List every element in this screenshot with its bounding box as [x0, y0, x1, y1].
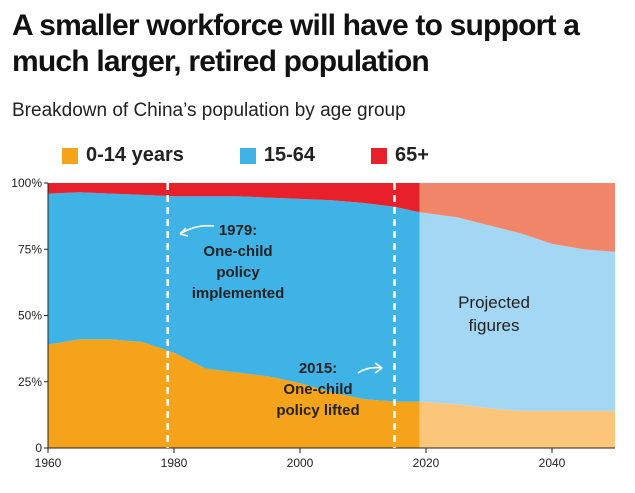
area-65-plus-projected — [419, 183, 615, 252]
legend-label-15-64: 15-64 — [263, 144, 316, 166]
x-tick-label: 1960 — [35, 456, 62, 470]
legend-item-15-64: 15-64 — [239, 144, 316, 167]
legend-label-0-14: 0-14 years — [86, 144, 184, 166]
annotation-1979-line-1: 1979: — [219, 222, 257, 239]
annotation-projected-line-2: figures — [468, 316, 519, 335]
legend-item-0-14: 0-14 years — [62, 144, 184, 167]
chart-title: A smaller workforce will have to support… — [12, 9, 580, 78]
annotation-projected-line-1: Projected — [458, 293, 530, 312]
population-area-chart: 0 25% 50% 75% 100% 1960 1980 2000 2020 2040 1979: O… — [11, 176, 615, 470]
x-tick-label: 1980 — [161, 456, 188, 470]
arrow-1979 — [179, 224, 215, 235]
annotation-2015-line-2: One-child — [283, 381, 352, 398]
y-tick-label: 75% — [18, 242, 42, 256]
legend-item-65-plus: 65+ — [371, 144, 429, 167]
legend-swatch-0-14 — [62, 147, 78, 164]
legend: 0-14 years 15-64 65+ — [62, 144, 485, 167]
chart-subtitle: Breakdown of China’s population by age g… — [12, 100, 406, 121]
x-tick-label: 2000 — [287, 456, 314, 470]
y-tick-label: 25% — [18, 375, 42, 389]
y-tick-label: 0 — [35, 441, 42, 455]
arrowhead-2015 — [374, 362, 383, 374]
annotation-1979-line-4: implemented — [192, 285, 285, 302]
legend-swatch-15-64 — [239, 147, 256, 164]
y-tick-label: 100% — [11, 176, 42, 190]
area-0-14-historical — [48, 339, 420, 448]
annotation-2015-line-1: 2015: — [299, 360, 337, 377]
legend-label-65-plus: 65+ — [395, 144, 429, 166]
y-tick-label: 50% — [18, 309, 42, 323]
annotation-1979-line-3: policy — [216, 264, 260, 281]
area-0-14-projected — [419, 401, 615, 448]
annotation-1979-line-2: One-child — [203, 243, 272, 260]
annotation-2015-line-3: policy lifted — [276, 402, 359, 419]
arrowhead-1979 — [179, 227, 189, 237]
x-tick-label: 2040 — [539, 456, 566, 470]
area-15-64-projected — [419, 212, 615, 411]
arrow-2015 — [357, 366, 383, 374]
area-65-plus-historical — [48, 183, 420, 213]
legend-swatch-65-plus — [371, 147, 388, 164]
x-tick-label: 2020 — [413, 456, 440, 470]
area-15-64-historical — [48, 192, 420, 402]
